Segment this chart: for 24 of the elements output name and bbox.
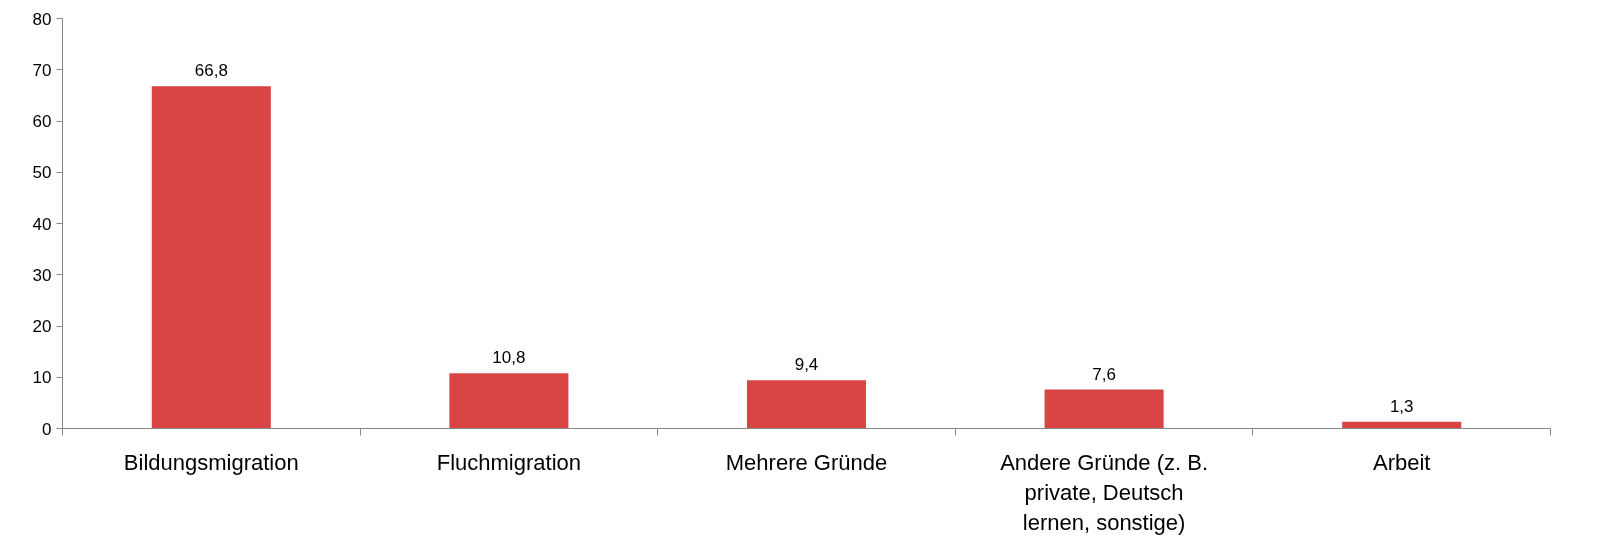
bar (1044, 389, 1164, 429)
y-tick-label: 40 (32, 214, 52, 234)
y-tick-label: 80 (32, 9, 52, 29)
bar (449, 373, 569, 429)
y-tick-label: 0 (42, 419, 52, 439)
x-tick-label: Bildungsmigration (123, 449, 299, 475)
data-label: 7,6 (1092, 364, 1116, 384)
data-label: 66,8 (194, 61, 228, 81)
data-label: 10,8 (492, 348, 526, 368)
x-tick-label: Fluchmigration (436, 449, 582, 475)
y-tick-label: 30 (32, 265, 52, 285)
y-tick-label: 10 (32, 368, 52, 388)
x-tick-label: Andere Gründe (z. B. private, Deutsch lernen, sonstige) (1000, 449, 1209, 535)
y-tick-label: 70 (32, 60, 52, 80)
x-tick-label: Mehrere Gründe (725, 449, 888, 475)
y-tick-label: 50 (32, 163, 52, 183)
y-tick-label: 60 (32, 112, 52, 131)
bar (746, 380, 867, 429)
data-label: 9,4 (794, 355, 819, 375)
bar (151, 86, 271, 429)
x-tick-label: Arbeit (1372, 449, 1431, 475)
data-label: 1,3 (1389, 396, 1414, 416)
y-tick-label: 20 (32, 317, 52, 336)
bar (1342, 421, 1462, 429)
